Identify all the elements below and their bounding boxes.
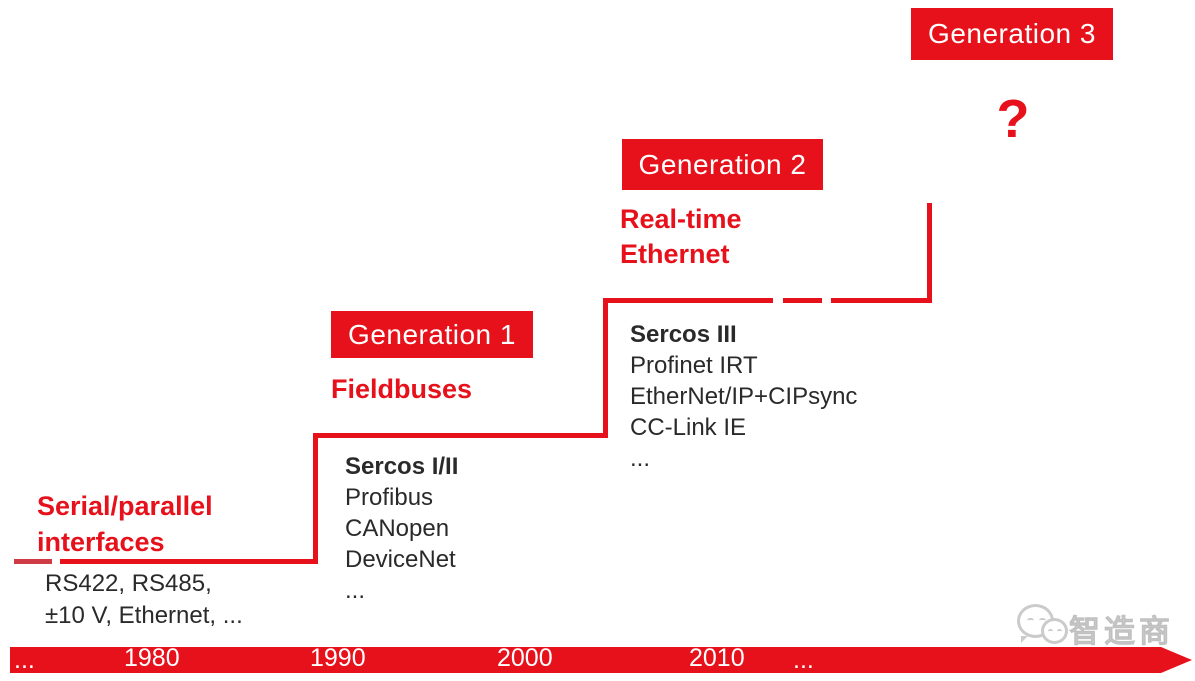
serial-parallel-title: Serial/parallel interfaces [37,488,213,560]
list-item: ... [630,445,651,472]
timeline-left-ellipsis: ... [14,645,35,674]
watermark: 智造商 [1005,598,1175,650]
list-item: CC-Link IE [630,414,747,441]
watermark-text: 智造商 [1069,614,1174,650]
step-line-h3 [603,298,773,303]
generation-1-list: Sercos I/II Profibus CANopen DeviceNet .… [345,451,458,606]
timeline-year-2010: 2010 [687,644,747,676]
year-label: 1980 [122,644,182,676]
list-item: CANopen [345,515,450,542]
chat-bubble-tail-icon [1021,636,1028,643]
bubble-eye-icon [1027,618,1034,623]
list-item: ... [345,577,366,604]
step-line-h3-dash [783,298,822,303]
timeline-year-1980: 1980 [122,644,182,676]
list-title: Sercos I/II [345,453,459,480]
chat-bubble-small-icon [1041,618,1068,644]
generation-2-box: Generation 2 [622,139,823,190]
list-item: Profinet IRT [630,352,758,379]
list-item: Profibus [345,484,434,511]
list-item: DeviceNet [345,546,456,573]
generation-1-box: Generation 1 [331,311,533,358]
timeline-bar [10,647,1161,673]
step-line-h1 [60,559,317,564]
step-line-v3 [927,203,932,303]
bubble-eye-icon [1048,629,1053,634]
timeline-year-2000: 2000 [495,644,555,676]
generation-3-box: Generation 3 [911,8,1113,60]
serial-parallel-title-line1: Serial/parallel [37,491,213,521]
list-item: RS422, RS485, [45,570,212,597]
step-line-h3b [831,298,932,303]
step-line-v1 [313,433,318,564]
year-label: 2010 [687,644,747,676]
generation-2-subtitle: Real-time Ethernet [620,202,742,272]
list-item: EtherNet/IP+CIPsync [630,383,858,410]
bubble-eye-icon [1039,618,1046,623]
generation-2-list: Sercos III Profinet IRT EtherNet/IP+CIPs… [630,319,857,474]
year-label: 2000 [495,644,555,676]
bubble-eye-icon [1057,629,1062,634]
step-line-h2 [313,433,608,438]
generation-2-subtitle-line1: Real-time [620,204,742,234]
year-label: 1990 [308,644,368,676]
timeline-year-1990: 1990 [308,644,368,676]
serial-parallel-title-line2: interfaces [37,527,165,557]
timeline-right-ellipsis: ... [793,645,814,674]
generation-1-subtitle: Fieldbuses [331,374,473,404]
serial-parallel-list: RS422, RS485, ±10 V, Ethernet, ... [45,568,243,632]
timeline-arrowhead-icon [1161,647,1192,673]
list-title: Sercos III [630,321,737,348]
generation-3-question-mark: ? [996,89,1030,149]
generation-2-subtitle-line2: Ethernet [620,239,730,269]
step-line-v2 [603,298,608,438]
list-item: ±10 V, Ethernet, ... [45,602,243,629]
step-line-left-dash [14,559,52,564]
